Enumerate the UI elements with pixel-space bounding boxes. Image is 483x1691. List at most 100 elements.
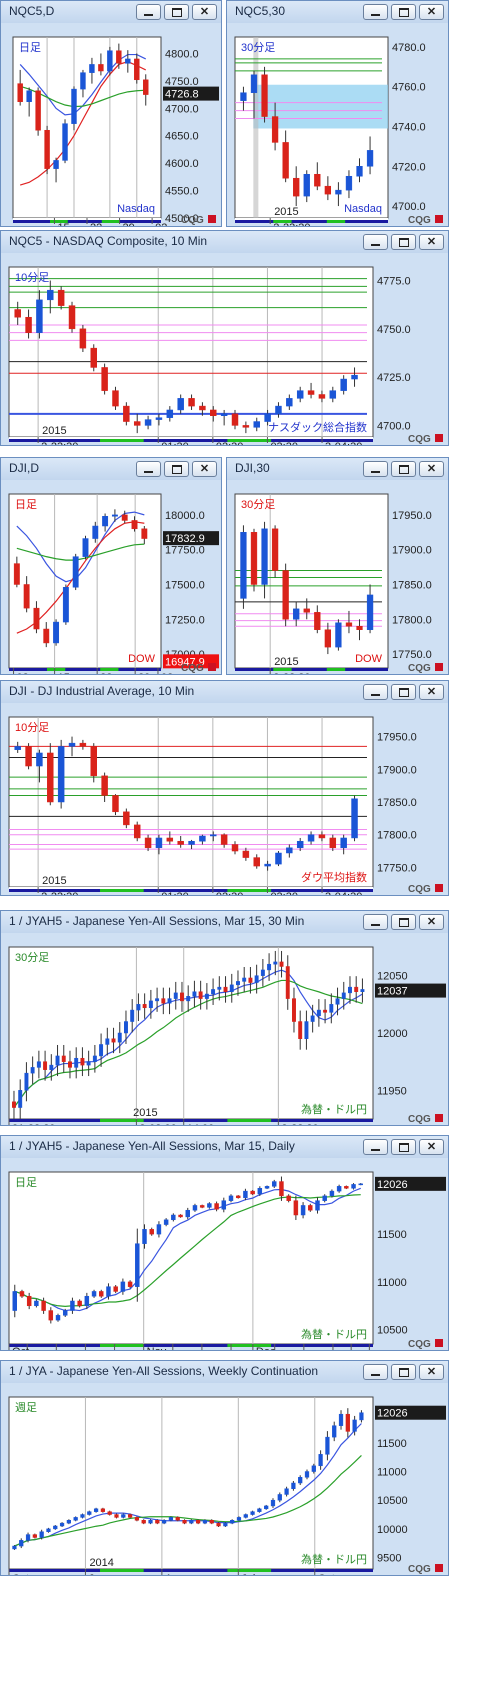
chart-window-jya-weekly[interactable]: 1 / JYA - Japanese Yen-All Sessions, Wee…: [0, 1360, 449, 1576]
maximize-icon: [392, 915, 415, 929]
chart-window-nqc5-30min[interactable]: NQC5,30 ✕ 4780.0 4760.0 4740.0 4720.0 4700.0 30…: [226, 0, 449, 227]
y-tick-label: 17950.0: [377, 732, 417, 744]
minimize-button[interactable]: [363, 914, 388, 930]
svg-text:CQG: CQG: [408, 884, 431, 895]
chart-svg[interactable]: 4780.0 4760.0 4740.0 4720.0 4700.0 30分足 Nasdaq…: [227, 23, 448, 226]
x-tick-label: 02: [155, 222, 167, 226]
candle: [12, 1090, 16, 1119]
x-tick-label: 03:30: [270, 891, 298, 895]
close-button[interactable]: ✕: [419, 1364, 444, 1380]
axis-bar: [235, 668, 388, 671]
minimize-button[interactable]: [363, 1139, 388, 1155]
candle: [116, 43, 122, 69]
minimize-button[interactable]: [363, 234, 388, 250]
maximize-button[interactable]: [391, 461, 416, 477]
candle: [243, 1513, 248, 1519]
close-button[interactable]: ✕: [419, 684, 444, 700]
candle: [210, 831, 217, 842]
candle: [296, 386, 304, 403]
minimize-button[interactable]: [363, 1364, 388, 1380]
close-button[interactable]: ✕: [419, 914, 444, 930]
cqg-logo: CQG: [181, 215, 216, 226]
candle: [230, 1519, 235, 1525]
y-tick-label: 4500.0: [165, 213, 199, 225]
chart-svg[interactable]: 17950.0 17900.0 17850.0 17800.0 17750.0 30分足 D…: [227, 480, 448, 674]
title-bar[interactable]: NQC5,30 ✕: [227, 1, 448, 23]
title-bar[interactable]: NQC5,D ✕: [1, 1, 221, 23]
candle: [253, 854, 260, 869]
title-bar[interactable]: DJI - DJ Industrial Average, 10 Min ✕: [1, 681, 448, 703]
candle: [345, 610, 353, 634]
candle: [360, 978, 365, 1003]
minimize-button[interactable]: [136, 461, 161, 477]
chart-svg[interactable]: 4800.0 4750.0 4700.0 4650.0 4600.0 4550.0 4500…: [1, 23, 221, 226]
chart-window-jyah5-30min[interactable]: 1 / JYAH5 - Japanese Yen-All Sessions, M…: [0, 910, 449, 1126]
candle: [329, 993, 334, 1024]
axis-bar: [9, 668, 161, 671]
minimize-button[interactable]: [136, 4, 161, 20]
title-bar[interactable]: NQC5 - NASDAQ Composite, 10 Min ✕: [1, 231, 448, 253]
minimize-button[interactable]: [363, 461, 388, 477]
close-button[interactable]: ✕: [419, 4, 444, 20]
candle: [142, 993, 147, 1019]
maximize-button[interactable]: [164, 461, 189, 477]
maximize-icon: [392, 1365, 415, 1379]
chart-svg[interactable]: 11500110001050012026日足為替・ドル円010613202703…: [1, 1158, 448, 1350]
maximize-button[interactable]: [391, 4, 416, 20]
candle: [72, 553, 79, 591]
title-bar[interactable]: 1 / JYAH5 - Japanese Yen-All Sessions, M…: [1, 911, 448, 933]
close-button[interactable]: ✕: [419, 1139, 444, 1155]
title-bar[interactable]: 1 / JYAH5 - Japanese Yen-All Sessions, M…: [1, 1136, 448, 1158]
y-tick-label: 4700.0: [377, 420, 411, 432]
cqg-logo: CQG: [181, 663, 216, 674]
candle: [332, 1421, 337, 1442]
candle: [82, 535, 89, 560]
candle: [36, 290, 43, 339]
x-tick-label: 22: [100, 672, 112, 674]
minimize-icon: [364, 235, 387, 249]
price-tag: [375, 1176, 446, 1191]
candle: [167, 987, 172, 1015]
minimize-button[interactable]: [363, 684, 388, 700]
y-tick-label: 4725.0: [377, 372, 411, 384]
maximize-button[interactable]: [391, 1139, 416, 1155]
chart-window-nqc5-10min[interactable]: NQC5 - NASDAQ Composite, 10 Min ✕ 4775.0 47…: [0, 230, 449, 446]
chart-window-nqc5-daily[interactable]: NQC5,D ✕ 4800.0 4750.0 4700.0 4650.0 4600.0 455…: [0, 0, 222, 227]
minimize-button[interactable]: [363, 4, 388, 20]
window-title: DJI,D: [9, 461, 39, 475]
candle: [303, 598, 310, 620]
y-tick-label: 10000: [377, 1524, 408, 1536]
chart-window-dji-10min[interactable]: DJI - DJ Industrial Average, 10 Min ✕ 1795…: [0, 680, 449, 896]
maximize-button[interactable]: [164, 4, 189, 20]
close-button[interactable]: ✕: [192, 4, 217, 20]
candle: [90, 344, 97, 372]
candle: [12, 1545, 17, 1550]
chart-svg[interactable]: 1200011500110001050010000950012026週足為替・ド…: [1, 1383, 448, 1575]
chart-window-dji-30min[interactable]: DJI,30 ✕ 17950.0 17900.0 17850.0 17800.0 17750…: [226, 457, 449, 675]
chart-svg[interactable]: 17950.0 17900.0 17850.0 17800.0 17750.0 10分足ダ…: [1, 703, 448, 895]
maximize-button[interactable]: [391, 914, 416, 930]
y-tick-label: 17900.0: [377, 764, 417, 776]
maximize-button[interactable]: [391, 1364, 416, 1380]
close-button[interactable]: ✕: [192, 461, 217, 477]
y-tick-label: 17850.0: [377, 797, 417, 809]
title-bar[interactable]: DJI,D ✕: [1, 458, 221, 480]
candle: [30, 1056, 35, 1085]
candle: [325, 1431, 330, 1461]
maximize-button[interactable]: [391, 684, 416, 700]
title-bar[interactable]: 1 / JYA - Japanese Yen-All Sessions, Wee…: [1, 1361, 448, 1383]
chart-window-jyah5-daily[interactable]: 1 / JYAH5 - Japanese Yen-All Sessions, M…: [0, 1135, 449, 1351]
close-button[interactable]: ✕: [419, 461, 444, 477]
chart-window-dji-daily[interactable]: DJI,D ✕ 18000.017750.017500.017250.017000.…: [0, 457, 222, 675]
candle: [131, 516, 138, 532]
candle: [24, 1062, 29, 1102]
title-bar[interactable]: DJI,30 ✕: [227, 458, 448, 480]
candle: [284, 1486, 289, 1497]
maximize-button[interactable]: [391, 234, 416, 250]
chart-svg[interactable]: 18000.017750.017500.017250.017000.017832…: [1, 480, 221, 674]
candle: [141, 526, 148, 545]
close-button[interactable]: ✕: [419, 234, 444, 250]
y-tick-label: 4700.0: [392, 201, 426, 213]
